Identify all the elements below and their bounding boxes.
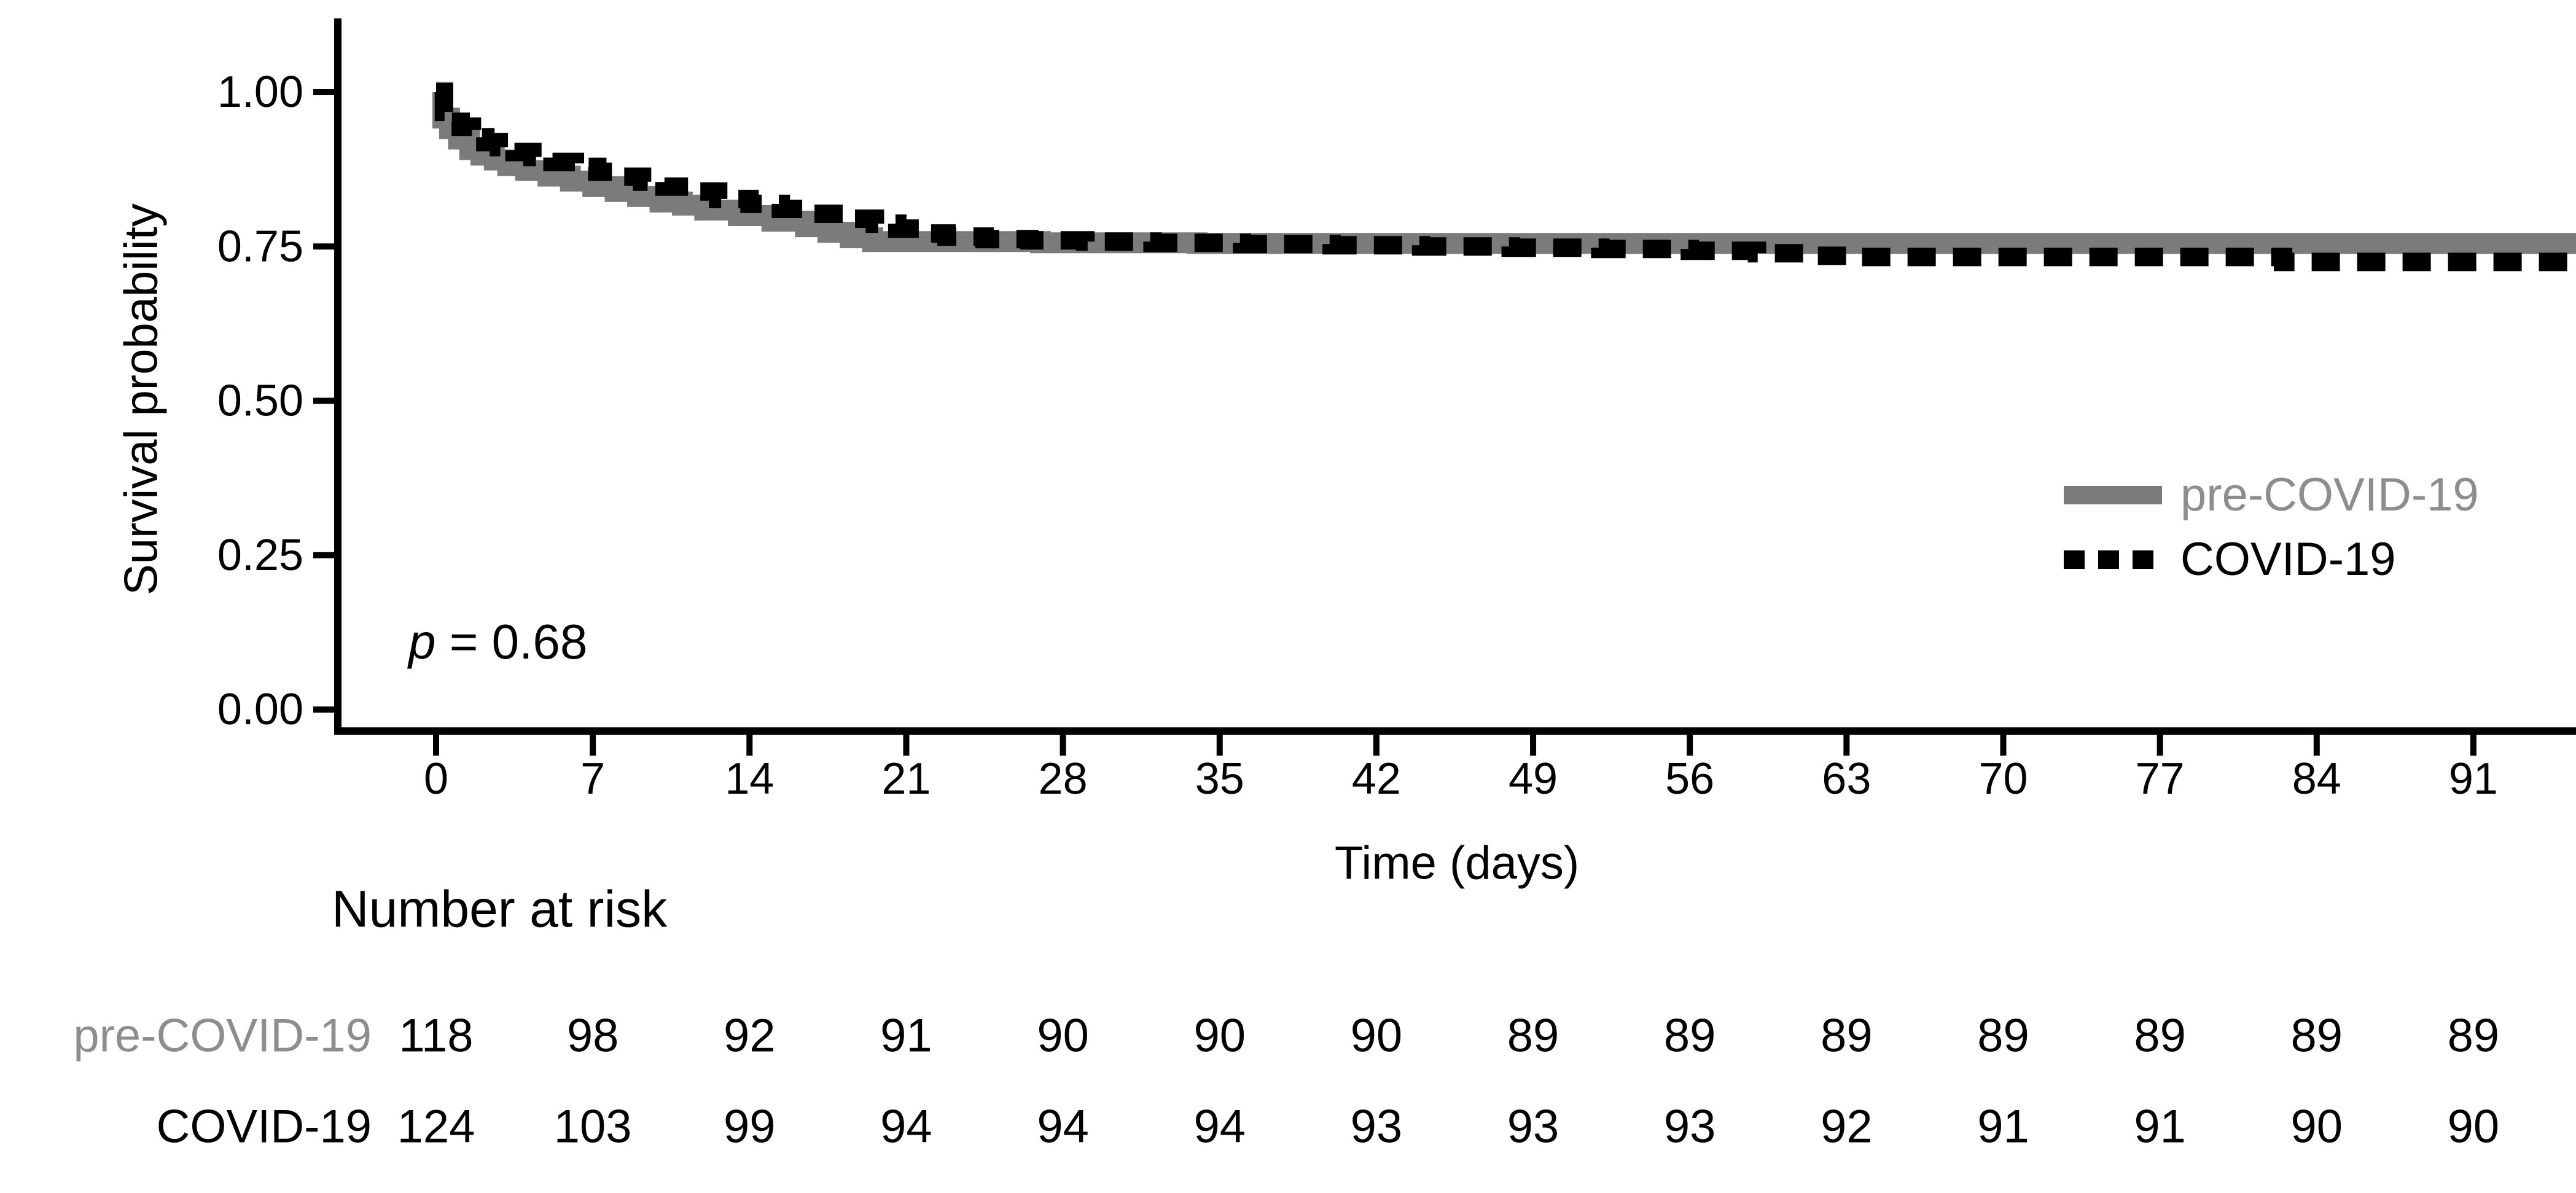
p-value-text: = 0.68	[435, 614, 588, 669]
x-tick-label: 14	[725, 754, 774, 804]
risk-count: 94	[880, 1100, 932, 1153]
x-tick-label: 42	[1352, 754, 1401, 804]
risk-count: 91	[2134, 1100, 2186, 1153]
risk-row-label-pre-covid: pre-COVID-19	[73, 1009, 372, 1062]
risk-count: 91	[880, 1009, 932, 1062]
risk-count: 93	[1663, 1100, 1716, 1153]
pre-covid-curve	[432, 82, 2576, 254]
risk-count: 89	[2134, 1009, 2186, 1062]
x-tick-label: 91	[2449, 754, 2498, 804]
risk-count: 94	[1037, 1100, 1089, 1153]
x-tick	[1843, 735, 1850, 756]
risk-count: 90	[1350, 1009, 1403, 1062]
risk-count: 92	[724, 1009, 776, 1062]
y-tick	[313, 552, 334, 558]
legend-item-covid: COVID-19	[2064, 527, 2479, 592]
y-tick	[313, 706, 334, 713]
x-tick	[1530, 735, 1537, 756]
legend-label-covid: COVID-19	[2180, 533, 2396, 585]
risk-count: 124	[397, 1100, 475, 1153]
x-tick-label: 70	[1978, 754, 2028, 804]
risk-count: 94	[1193, 1100, 1246, 1153]
x-tick-label: 84	[2292, 754, 2341, 804]
risk-count: 90	[1193, 1009, 1246, 1062]
y-tick-label: 0.00	[217, 685, 303, 734]
x-tick-label: 56	[1665, 754, 1714, 804]
risk-count: 98	[566, 1009, 619, 1062]
y-tick	[313, 243, 334, 250]
x-tick-label: 0	[424, 754, 448, 804]
y-tick-label: 1.00	[217, 68, 303, 117]
risk-count: 91	[1977, 1100, 2029, 1153]
x-tick	[433, 735, 439, 756]
legend: pre-COVID-19 COVID-19	[2064, 463, 2479, 592]
p-symbol: p	[408, 614, 436, 669]
x-tick	[2000, 735, 2007, 756]
x-tick-label: 77	[2136, 754, 2185, 804]
y-tick-label: 0.50	[217, 377, 303, 426]
risk-count: 90	[2447, 1100, 2500, 1153]
risk-count: 89	[1977, 1009, 2029, 1062]
risk-count: 92	[1821, 1100, 1873, 1153]
y-axis-line	[334, 18, 342, 735]
pre-covid-line-swatch	[2064, 485, 2162, 504]
y-axis-title: Survival probability	[115, 203, 168, 595]
x-tick-label: 28	[1039, 754, 1088, 804]
risk-count: 99	[724, 1100, 776, 1153]
x-tick	[1373, 735, 1380, 756]
x-tick	[2313, 735, 2320, 756]
x-tick-label: 49	[1509, 754, 1558, 804]
x-tick	[590, 735, 596, 756]
risk-count: 103	[553, 1100, 632, 1153]
x-tick	[1060, 735, 1066, 756]
x-tick	[2470, 735, 2476, 756]
x-tick	[746, 735, 753, 756]
x-tick-label: 63	[1822, 754, 1871, 804]
risk-count: 89	[1821, 1009, 1873, 1062]
x-axis-line	[334, 727, 2576, 735]
x-tick	[2156, 735, 2163, 756]
y-tick	[313, 89, 334, 95]
legend-label-pre-covid: pre-COVID-19	[2180, 468, 2479, 521]
x-tick-label: 21	[881, 754, 931, 804]
legend-item-pre-covid: pre-COVID-19	[2064, 463, 2479, 527]
risk-count: 93	[1507, 1100, 1559, 1153]
y-tick-label: 0.25	[217, 531, 303, 580]
risk-table-title: Number at risk	[332, 880, 668, 938]
covid-curve	[434, 83, 2576, 272]
risk-count: 118	[399, 1009, 474, 1062]
x-tick	[903, 735, 910, 756]
x-axis-title: Time (days)	[1334, 837, 1580, 890]
risk-count: 90	[1037, 1009, 1089, 1062]
p-value-annotation: p = 0.68	[408, 614, 587, 670]
risk-count: 89	[1663, 1009, 1716, 1062]
risk-count: 93	[1350, 1100, 1403, 1153]
x-tick	[1687, 735, 1693, 756]
risk-count: 89	[2290, 1009, 2343, 1062]
risk-count: 89	[1507, 1009, 1559, 1062]
x-tick	[1216, 735, 1223, 756]
y-tick-label: 0.75	[217, 222, 303, 271]
risk-count: 90	[2290, 1100, 2343, 1153]
risk-row-label-covid: COVID-19	[156, 1100, 372, 1153]
risk-count: 89	[2447, 1009, 2500, 1062]
x-tick-label: 7	[580, 754, 605, 804]
x-tick-label: 35	[1195, 754, 1244, 804]
covid-line-swatch	[2064, 550, 2162, 569]
y-tick	[313, 397, 334, 404]
